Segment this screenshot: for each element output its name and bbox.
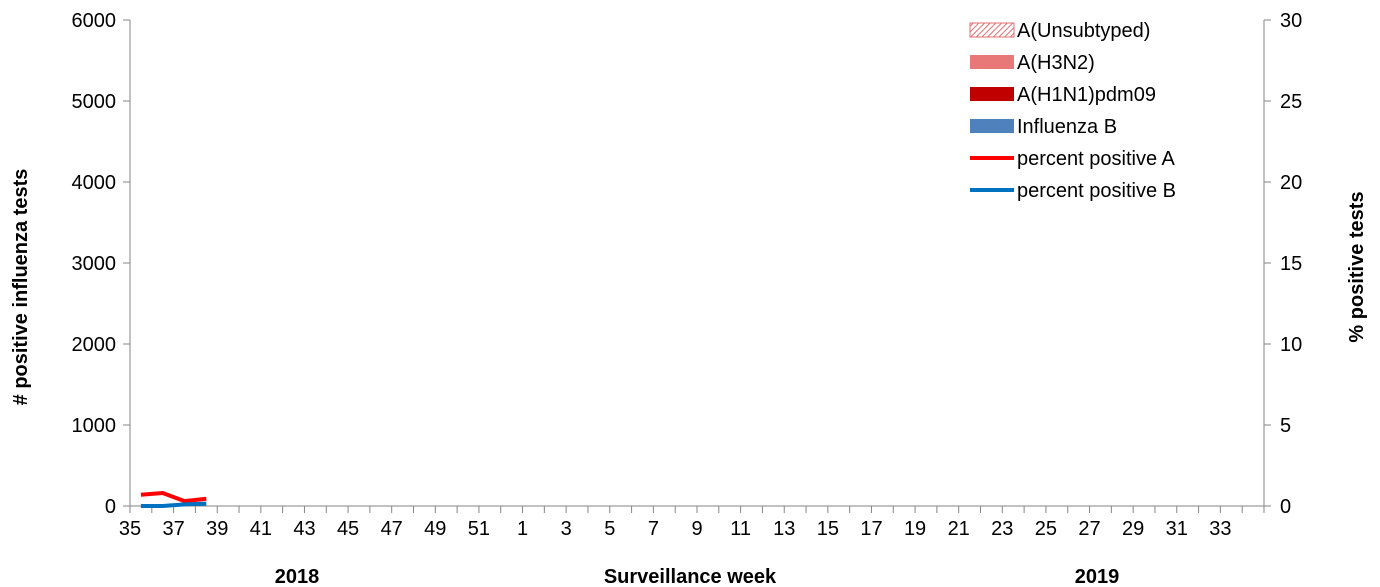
legend-label: percent positive B (1017, 180, 1176, 202)
legend-label: A(H1N1)pdm09 (1017, 84, 1156, 106)
y-left-tick-label: 5000 (72, 91, 117, 113)
legend-swatch (969, 22, 1015, 38)
y-right-tick-label: 30 (1280, 10, 1302, 32)
legend-label: Influenza B (1017, 116, 1117, 138)
x-tick-label: 25 (1035, 518, 1057, 540)
y-right-tick-label: 25 (1280, 91, 1302, 113)
legend-label: A(H3N2) (1017, 52, 1095, 74)
x-tick-label: 43 (293, 518, 315, 540)
y-right-tick-label: 5 (1280, 415, 1291, 437)
x-tick-label: 15 (817, 518, 839, 540)
x-axis-title: Surveillance week (604, 566, 777, 587)
x-tick-label: 1 (517, 518, 528, 540)
legend-label: percent positive A (1017, 148, 1176, 170)
legend-swatch (970, 119, 1014, 133)
legend-swatch (970, 87, 1014, 101)
lines (140, 491, 207, 508)
x-tick-label: 5 (604, 518, 615, 540)
x-tick-label: 29 (1122, 518, 1144, 540)
y-axis-left-title: # positive influenza tests (10, 169, 32, 406)
x-tick-label: 19 (904, 518, 926, 540)
legend-swatch (970, 55, 1014, 69)
legend: A(Unsubtyped) A(H3N2) A(H1N1)pdm09 Influenz… (969, 20, 1176, 202)
series-line (140, 491, 207, 504)
x-tick-label: 35 (119, 518, 141, 540)
x-tick-label: 17 (860, 518, 882, 540)
year-label-2019: 2019 (1075, 566, 1120, 587)
y-left-tick-label: 2000 (72, 334, 117, 356)
x-tick-label: 49 (424, 518, 446, 540)
x-tick-label: 31 (1166, 518, 1188, 540)
y-axis-right-title: % positive tests (1346, 191, 1368, 342)
x-tick-label: 9 (691, 518, 702, 540)
series-line (140, 501, 207, 508)
x-tick-label: 7 (648, 518, 659, 540)
y-right-tick-label: 15 (1280, 253, 1302, 275)
y-right-tick-label: 0 (1280, 496, 1291, 518)
legend-label: A(Unsubtyped) (1017, 20, 1150, 42)
x-tick-label: 33 (1209, 518, 1231, 540)
x-tick-label: 21 (948, 518, 970, 540)
x-tick-label: 27 (1078, 518, 1100, 540)
x-tick-label: 37 (162, 518, 184, 540)
x-tick-label: 23 (991, 518, 1013, 540)
x-tick-label: 13 (773, 518, 795, 540)
x-tick-label: 45 (337, 518, 359, 540)
x-tick-label: 51 (468, 518, 490, 540)
y-left-tick-label: 4000 (72, 172, 117, 194)
year-label-2018: 2018 (275, 566, 320, 587)
x-tick-label: 41 (250, 518, 272, 540)
x-tick-label: 11 (730, 518, 751, 540)
y-left-tick-label: 1000 (72, 415, 117, 437)
y-right-tick-label: 10 (1280, 334, 1302, 356)
x-tick-label: 3 (561, 518, 572, 540)
y-left-tick-label: 0 (105, 496, 116, 518)
x-tick-label: 47 (381, 518, 403, 540)
y-right-tick-label: 20 (1280, 172, 1302, 194)
axes (123, 19, 1271, 513)
y-left-tick-label: 6000 (72, 10, 117, 32)
y-left-tick-label: 3000 (72, 253, 117, 275)
x-tick-label: 39 (206, 518, 228, 540)
